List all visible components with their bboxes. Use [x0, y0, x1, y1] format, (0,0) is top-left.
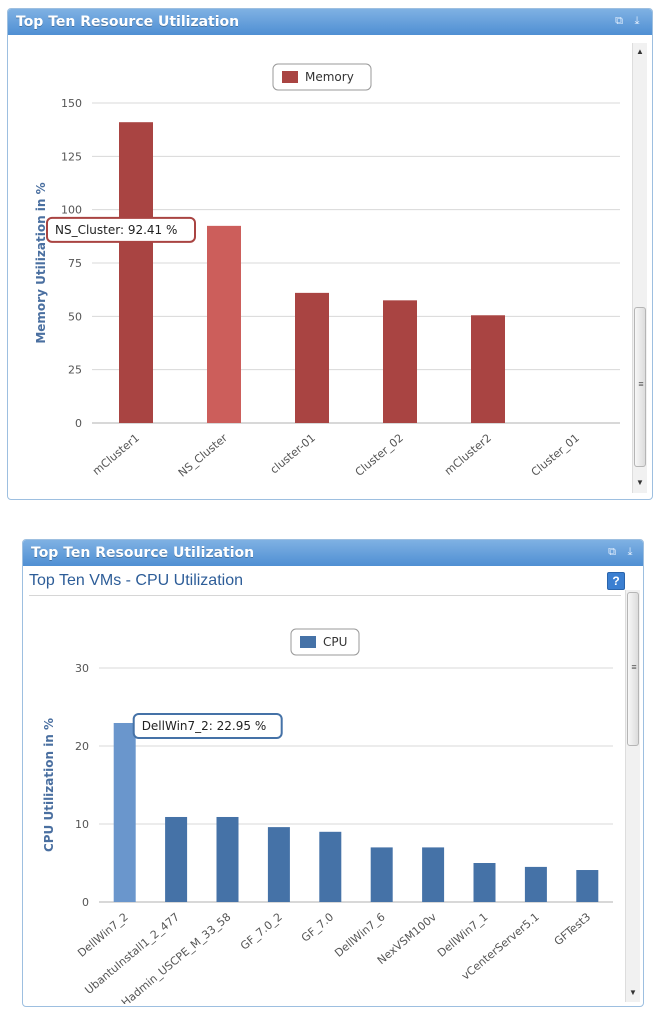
scroll-grip-icon: ≡: [638, 379, 644, 389]
y-tick-label: 125: [61, 150, 82, 163]
bar: [370, 847, 393, 902]
scroll-up-arrow[interactable]: ▲: [636, 47, 644, 56]
y-tick-label: 100: [61, 204, 82, 217]
tooltip: NS_Cluster: 92.41 %: [46, 216, 196, 243]
popout-icon[interactable]: ⧉: [615, 15, 623, 27]
vertical-scrollbar[interactable]: ▲ ≡ ▼: [632, 43, 647, 493]
x-tick-label: mCluster1: [90, 431, 142, 477]
bar: [319, 831, 342, 902]
bar: [295, 292, 329, 423]
help-icon[interactable]: ?: [607, 572, 625, 590]
x-tick-label: Cluster_02: [353, 431, 406, 479]
cpu-utilization-widget: Top Ten Resource Utilization ⧉ ⤓ Top Ten…: [22, 539, 644, 1007]
download-icon[interactable]: ⤓: [634, 15, 640, 27]
y-tick-label: 10: [75, 818, 89, 831]
legend: Memory: [272, 63, 372, 91]
bar: [576, 870, 599, 902]
bar: [113, 722, 136, 902]
y-tick-label: 0: [82, 896, 89, 909]
tooltip: DellWin7_2: 22.95 %: [132, 712, 283, 739]
bar: [383, 300, 417, 423]
x-tick-label: NS_Cluster: [176, 431, 230, 480]
y-axis-label: CPU Utilization in %: [42, 718, 56, 852]
x-tick-label: GF_7.0: [299, 910, 336, 944]
scroll-down-arrow[interactable]: ▼: [636, 478, 644, 487]
legend: CPU: [290, 628, 360, 656]
widget-title: Top Ten Resource Utilization: [16, 14, 240, 30]
cpu-bar-chart: 0 10 20 30 CPU Utilization in % CPU DellWin7_2…: [42, 628, 613, 1004]
bar: [422, 847, 445, 902]
bar: [207, 225, 241, 423]
bar: [216, 816, 239, 902]
y-tick-label: 0: [75, 417, 82, 430]
y-tick-label: 50: [68, 310, 82, 323]
vertical-scrollbar[interactable]: ≡ ▼: [625, 590, 640, 1002]
popout-icon[interactable]: ⧉: [608, 546, 616, 558]
scroll-thumb[interactable]: ≡: [634, 307, 646, 467]
x-tick-label: UbantuInstall1_2_477: [82, 910, 182, 997]
x-tick-label: GF_7.0_2: [238, 910, 285, 952]
legend-label: CPU: [323, 635, 347, 649]
widget-title: Top Ten Resource Utilization: [31, 545, 255, 561]
y-tick-label: 75: [68, 257, 82, 270]
y-tick-label: 20: [75, 740, 89, 753]
bar: [119, 122, 153, 423]
legend-box: [290, 628, 360, 656]
legend-swatch: [282, 71, 298, 83]
legend-label: Memory: [305, 70, 354, 84]
scroll-thumb[interactable]: ≡: [627, 592, 639, 746]
y-tick-label: 150: [61, 97, 82, 110]
bar: [471, 315, 505, 423]
y-axis-label: Memory Utilization in %: [34, 182, 48, 343]
widget-header: Top Ten Resource Utilization ⧉ ⤓: [23, 540, 643, 566]
tooltip-box: [132, 712, 283, 739]
widget-header: Top Ten Resource Utilization ⧉ ⤓: [8, 9, 652, 35]
subtitle-divider: [29, 595, 621, 596]
x-tick-label: mCluster2: [442, 431, 494, 477]
memory-utilization-widget: Top Ten Resource Utilization ⧉ ⤓ 0 25 50 75…: [7, 8, 653, 500]
memory-bar-chart: 0 25 50 75 100 125 150 Memory Utilization in % M…: [34, 63, 620, 480]
bar: [524, 866, 547, 902]
x-tick-label: Cluster_01: [529, 431, 582, 479]
tooltip-text: DellWin7_2: 22.95 %: [142, 719, 267, 733]
x-tick-label: GFTest3: [552, 910, 594, 948]
bar: [473, 863, 496, 902]
y-tick-label: 25: [68, 364, 82, 377]
legend-box: [272, 63, 372, 91]
bar: [165, 816, 188, 902]
bar: [267, 827, 290, 902]
tooltip-box: [46, 216, 196, 243]
tooltip-text: NS_Cluster: 92.41 %: [55, 223, 177, 237]
download-icon[interactable]: ⤓: [627, 546, 633, 558]
x-tick-label: cluster-01: [268, 431, 318, 476]
legend-swatch: [300, 636, 316, 648]
chart-subtitle: Top Ten VMs - CPU Utilization: [29, 572, 243, 589]
scroll-down-arrow[interactable]: ▼: [629, 988, 637, 997]
y-tick-label: 30: [75, 662, 89, 675]
scroll-grip-icon: ≡: [631, 662, 637, 672]
